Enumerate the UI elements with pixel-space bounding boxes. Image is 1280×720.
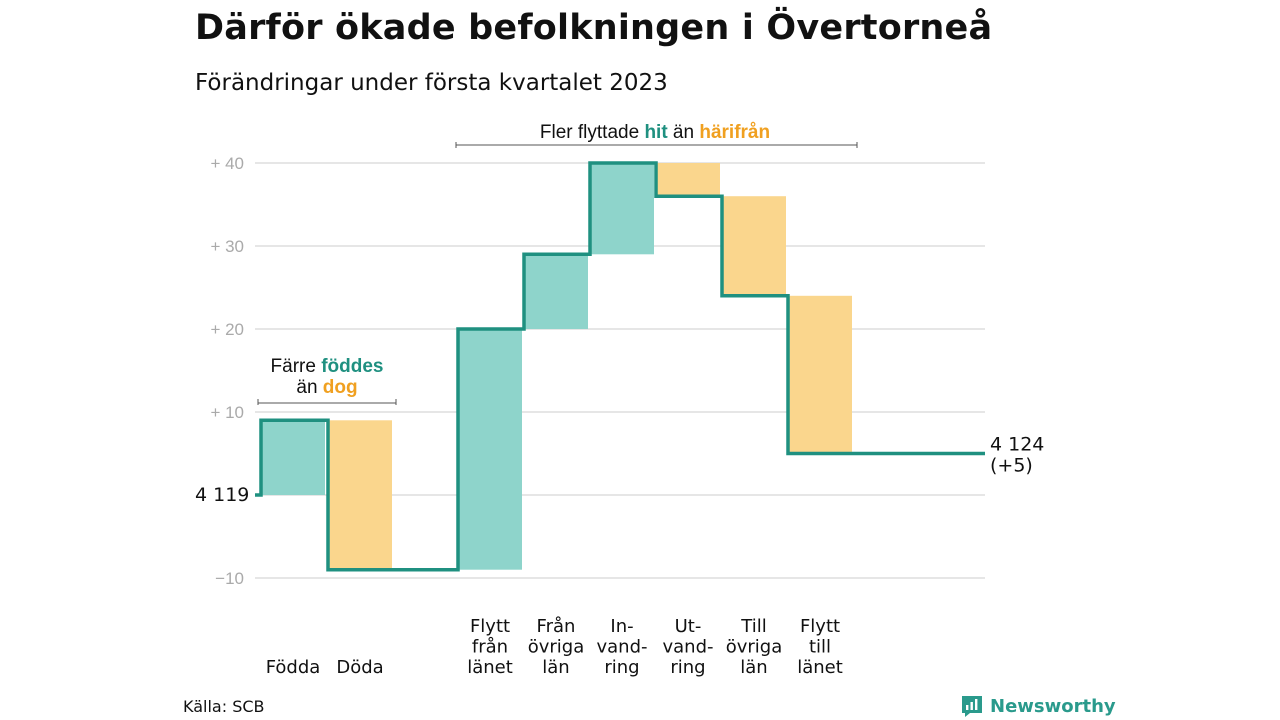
category-label: Flytt: [800, 616, 840, 637]
y-tick-label: + 40: [210, 154, 244, 173]
y-tick-label: + 10: [210, 403, 244, 422]
category-label: övriga: [528, 637, 585, 658]
births-annotation-line2: än dog: [296, 377, 357, 398]
brand-logo[interactable]: Newsworthy: [960, 694, 1116, 718]
category-label: Ut-: [675, 616, 702, 637]
bar: [524, 254, 588, 329]
births-annotation-line1: Färre föddes: [271, 356, 384, 377]
end-change-label: (+5): [990, 455, 1033, 477]
y-tick-label: −10: [215, 569, 244, 588]
newsworthy-logo-icon: [962, 696, 982, 717]
chart-subtitle: Förändringar under första kvartalet 2023: [195, 70, 668, 96]
category-label: länet: [467, 657, 513, 678]
bar-layer: [261, 163, 852, 570]
category-label: ring: [670, 657, 705, 678]
bar: [788, 295, 852, 454]
y-tick-label: + 30: [210, 237, 244, 256]
category-label: vand-: [662, 637, 713, 658]
category-label: Från: [537, 616, 576, 637]
bar: [590, 163, 654, 255]
line-layer: [255, 161, 985, 572]
y-tick-label: + 20: [210, 320, 244, 339]
end-value-label: 4 124: [990, 434, 1044, 456]
bar: [328, 420, 392, 570]
chart-title: Därför ökade befolkningen i Övertorneå: [195, 8, 993, 48]
brand-name: Newsworthy: [990, 695, 1116, 717]
category-label: ring: [604, 657, 639, 678]
bar: [458, 329, 522, 570]
cumulative-step-line: [255, 161, 985, 572]
bar: [722, 196, 786, 296]
migration-annotation: Fler flyttade hit än härifrån: [540, 122, 770, 143]
label-layer: Födda DödaFlyttfrånlänetFrånövrigalänIn-v…: [195, 434, 1044, 679]
source-note: Källa: SCB: [183, 697, 265, 716]
bar: [656, 163, 720, 197]
category-label: län: [740, 657, 767, 678]
births-bracket: [257, 399, 397, 405]
category-label: övriga: [726, 637, 783, 658]
category-label: vand-: [596, 637, 647, 658]
category-label: Till: [740, 616, 766, 637]
bar: [261, 420, 325, 495]
category-label: In-: [610, 616, 633, 637]
start-value-label: 4 119: [195, 484, 249, 506]
category-label: till: [809, 637, 831, 658]
category-label: Flytt: [470, 616, 510, 637]
category-label: länet: [797, 657, 843, 678]
category-label: Döda: [336, 657, 383, 678]
category-label: från: [472, 637, 508, 658]
category-label: Födda: [266, 657, 321, 678]
category-label: län: [542, 657, 569, 678]
migration-bracket: [455, 142, 858, 148]
